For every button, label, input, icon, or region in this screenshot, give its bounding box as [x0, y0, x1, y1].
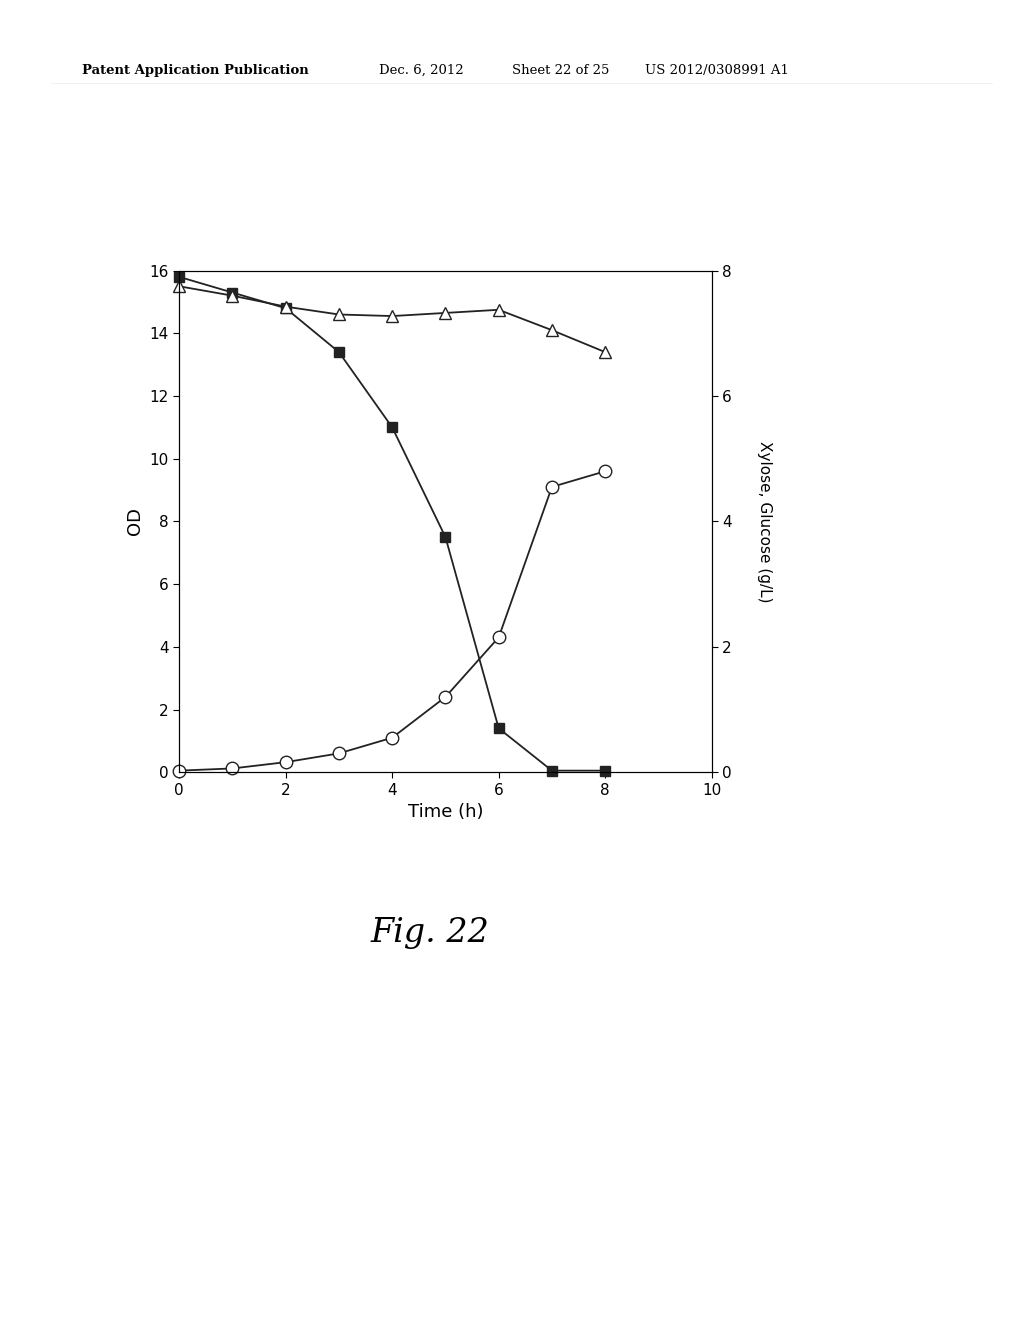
Y-axis label: OD: OD — [126, 507, 143, 536]
Text: US 2012/0308991 A1: US 2012/0308991 A1 — [645, 63, 790, 77]
X-axis label: Time (h): Time (h) — [408, 803, 483, 821]
Text: Patent Application Publication: Patent Application Publication — [82, 63, 308, 77]
Text: Sheet 22 of 25: Sheet 22 of 25 — [512, 63, 609, 77]
Text: Dec. 6, 2012: Dec. 6, 2012 — [379, 63, 464, 77]
Text: Fig. 22: Fig. 22 — [371, 917, 489, 949]
Y-axis label: Xylose, Glucose (g/L): Xylose, Glucose (g/L) — [757, 441, 772, 602]
